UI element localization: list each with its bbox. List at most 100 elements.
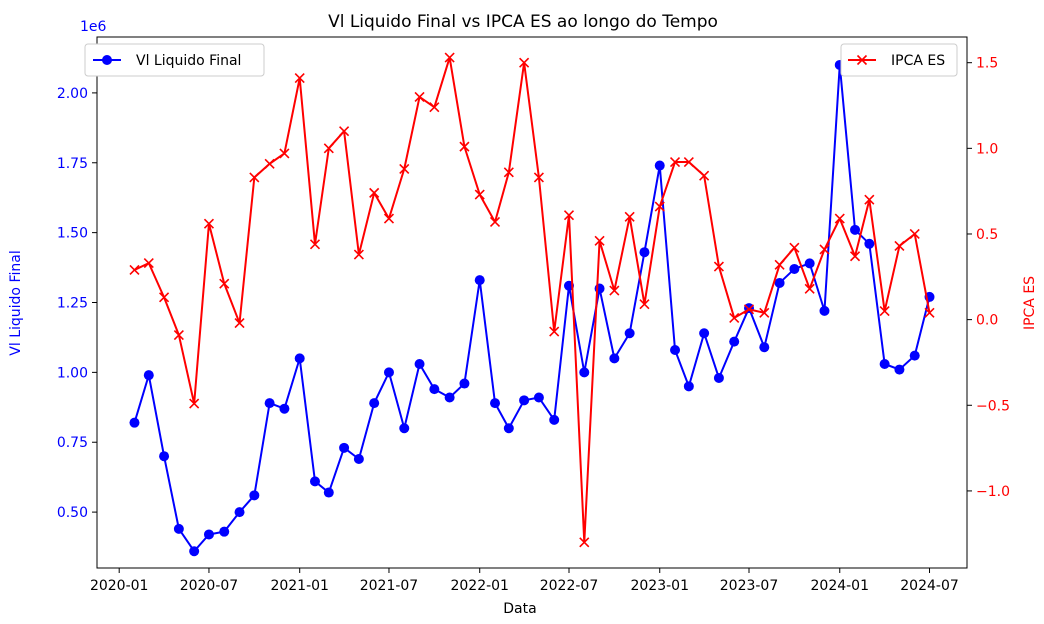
data-point-vl-liquido-final: [533, 392, 544, 403]
x-tick-label: 2024-01: [811, 578, 870, 594]
x-axis-label: Data: [503, 601, 536, 617]
data-point-vl-liquido-final: [503, 423, 514, 434]
data-point-ipca-es: [894, 240, 905, 252]
data-point-ipca-es: [924, 307, 935, 318]
data-point-vl-liquido-final: [879, 358, 890, 369]
data-point-vl-liquido-final: [774, 277, 785, 288]
data-point-ipca-es: [159, 292, 170, 303]
data-point-ipca-es: [683, 156, 694, 168]
data-point-ipca-es: [503, 167, 514, 178]
legend-vl-liquido-final: Vl Liquido Final: [84, 43, 265, 77]
data-point-ipca-es: [519, 57, 530, 68]
data-point-vl-liquido-final: [579, 367, 590, 378]
data-point-vl-liquido-final: [294, 353, 305, 364]
x-tick-label: 2023-01: [630, 578, 689, 594]
data-point-vl-liquido-final: [444, 392, 455, 403]
data-point-vl-liquido-final: [309, 476, 320, 487]
chart-title: Vl Liquido Final vs IPCA ES ao longo do …: [328, 12, 718, 32]
data-point-ipca-es: [579, 537, 590, 548]
data-point-vl-liquido-final: [804, 258, 815, 269]
data-point-vl-liquido-final: [143, 370, 154, 381]
data-point-ipca-es: [743, 304, 755, 315]
x-tick-label: 2020-01: [90, 578, 149, 594]
data-point-vl-liquido-final: [609, 353, 620, 364]
data-point-vl-liquido-final: [353, 454, 364, 465]
data-point-vl-liquido-final: [189, 546, 200, 557]
data-point-ipca-es: [339, 126, 350, 137]
data-point-ipca-es: [774, 259, 785, 270]
data-point-ipca-es: [353, 249, 364, 260]
data-point-ipca-es: [533, 172, 544, 183]
data-point-vl-liquido-final: [323, 487, 334, 498]
data-point-vl-liquido-final: [909, 350, 920, 361]
data-point-ipca-es: [624, 211, 635, 222]
data-point-ipca-es: [294, 73, 305, 84]
data-point-ipca-es: [713, 261, 724, 272]
data-point-vl-liquido-final: [490, 398, 501, 409]
data-point-ipca-es: [563, 210, 575, 221]
data-point-vl-liquido-final: [279, 403, 290, 414]
left-tick-label: 0.75: [57, 435, 88, 451]
data-point-ipca-es: [429, 102, 440, 113]
data-point-vl-liquido-final: [670, 345, 681, 356]
legend-ipca-es: IPCA ES: [840, 43, 958, 77]
data-point-ipca-es: [549, 326, 560, 337]
data-point-vl-liquido-final: [639, 247, 650, 258]
data-point-vl-liquido-final: [129, 417, 140, 428]
right-tick-label: 0.5: [976, 227, 998, 243]
right-tick-label: −0.5: [976, 398, 1010, 414]
data-point-vl-liquido-final: [850, 224, 861, 235]
left-tick-label: 1.50: [57, 226, 88, 242]
data-point-ipca-es: [189, 398, 200, 409]
data-point-vl-liquido-final: [759, 342, 770, 353]
left-axis-label: Vl Liquido Final: [8, 250, 24, 355]
axes-layer: 2020-01 2020-07 2021-01 2021-07 2022-01 2022-…: [57, 36, 1010, 594]
data-point-vl-liquido-final: [683, 381, 694, 392]
data-point-ipca-es: [323, 143, 334, 154]
data-point-ipca-es: [173, 329, 184, 341]
data-point-vl-liquido-final: [249, 490, 260, 501]
data-point-ipca-es: [819, 244, 830, 255]
data-point-vl-liquido-final: [789, 263, 800, 274]
data-point-vl-liquido-final: [203, 529, 214, 540]
data-point-ipca-es: [609, 285, 620, 296]
data-point-vl-liquido-final: [819, 305, 830, 316]
data-point-ipca-es: [699, 170, 710, 181]
data-point-ipca-es: [849, 251, 861, 262]
data-point-ipca-es: [129, 264, 140, 276]
legend-left-frame: [84, 43, 265, 77]
data-point-vl-liquido-final: [459, 378, 470, 389]
data-point-ipca-es: [489, 216, 501, 228]
data-point-ipca-es: [399, 163, 410, 174]
right-tick-label: −1.0: [976, 484, 1010, 500]
right-tick-label: 1.5: [976, 56, 998, 72]
data-point-vl-liquido-final: [699, 328, 710, 339]
left-tick-label: 1.00: [57, 365, 88, 381]
data-point-ipca-es: [414, 91, 425, 103]
data-point-vl-liquido-final: [729, 336, 740, 347]
series-layer: [129, 52, 935, 557]
data-point-vl-liquido-final: [414, 358, 425, 369]
right-tick-label: 1.0: [976, 141, 998, 157]
data-point-vl-liquido-final: [369, 398, 380, 409]
data-point-ipca-es: [759, 307, 770, 318]
x-tick-label: 2022-01: [450, 578, 509, 594]
data-point-ipca-es: [279, 148, 290, 159]
data-point-vl-liquido-final: [713, 372, 724, 383]
data-point-ipca-es: [234, 317, 245, 329]
data-point-ipca-es: [444, 52, 455, 63]
data-point-vl-liquido-final: [219, 526, 230, 537]
legend-left-label: Vl Liquido Final: [136, 53, 241, 69]
x-tick-label: 2021-07: [360, 578, 419, 594]
data-point-ipca-es: [203, 218, 215, 229]
data-point-ipca-es: [474, 189, 485, 200]
data-point-ipca-es: [383, 213, 395, 224]
x-tick-label: 2022-07: [540, 578, 599, 594]
x-tick-label: 2020-07: [180, 578, 239, 594]
data-point-ipca-es: [669, 156, 681, 168]
data-point-vl-liquido-final: [383, 367, 394, 378]
left-tick-label: 1.75: [57, 156, 88, 172]
x-tick-label: 2024-07: [900, 578, 959, 594]
